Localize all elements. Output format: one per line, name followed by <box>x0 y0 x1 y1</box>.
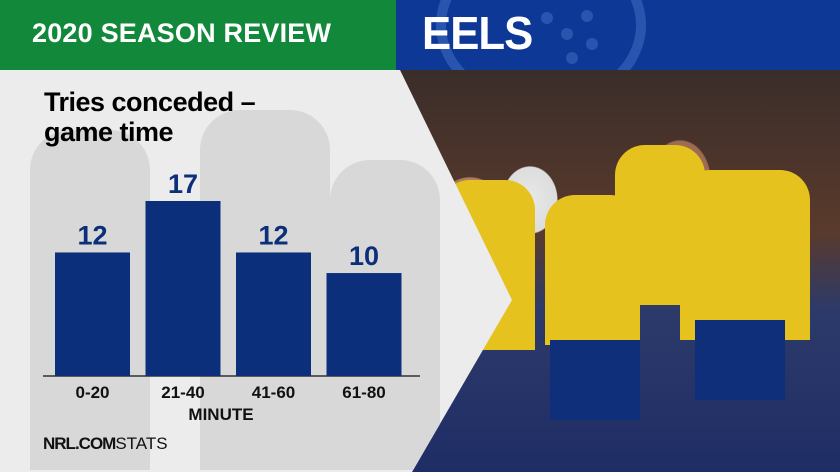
team-name: EELS <box>422 7 533 59</box>
data-label: 17 <box>168 169 198 199</box>
x-axis-label: MINUTE <box>188 405 253 424</box>
chart-title: Tries conceded – game time <box>44 87 256 147</box>
season-title: 2020 SEASON REVIEW <box>32 18 332 48</box>
bar-0-20 <box>55 252 130 376</box>
data-label: 12 <box>258 220 288 250</box>
x-tick-label: 0-20 <box>75 383 109 402</box>
x-tick-label: 41-60 <box>252 383 295 402</box>
x-tick-label: 61-80 <box>342 383 385 402</box>
player-shorts <box>695 320 785 400</box>
data-label: 10 <box>349 241 379 271</box>
bar-61-80 <box>326 273 402 376</box>
team-banner: EELS <box>396 0 840 70</box>
eel-logo-watermark <box>436 0 646 70</box>
bar-41-60 <box>236 252 311 376</box>
player-shorts <box>550 340 640 420</box>
player-jersey <box>680 170 810 340</box>
nrl-stats-logo: NRL.COMSTATS <box>43 434 168 453</box>
data-label: 12 <box>77 220 107 250</box>
header-banner: 2020 SEASON REVIEW <box>0 0 396 70</box>
x-tick-label: 21-40 <box>161 383 204 402</box>
bar-21-40 <box>145 201 221 376</box>
